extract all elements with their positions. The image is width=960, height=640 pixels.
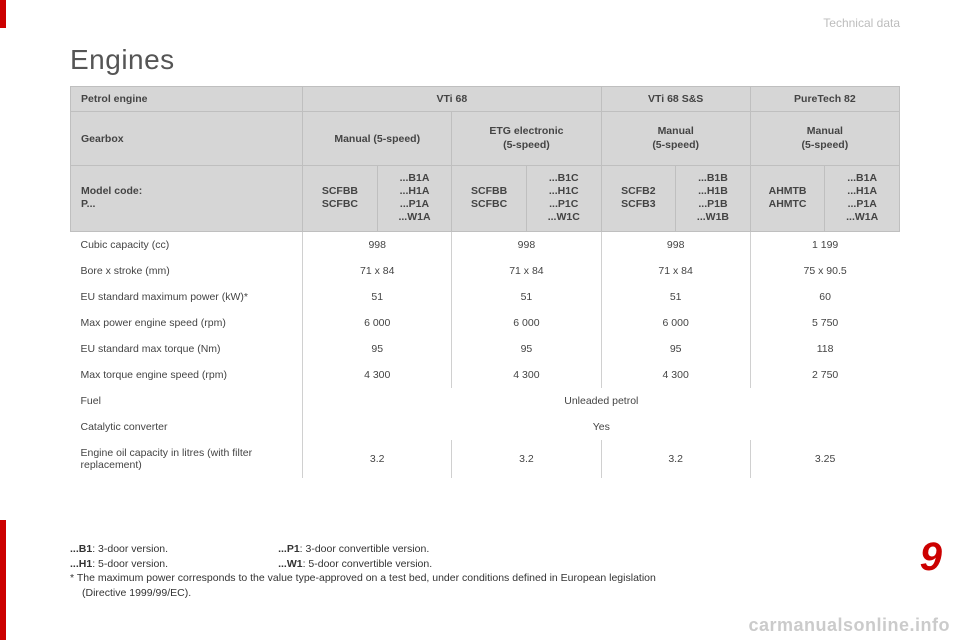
gearbox-4: Manual(5-speed): [750, 112, 899, 166]
hdr-engine-vti68: VTi 68: [303, 87, 601, 112]
row-torque-v4: 118: [750, 336, 899, 362]
hdr-model-code: Model code:P...: [71, 166, 303, 232]
model-4a: AHMTBAHMTC: [750, 166, 825, 232]
legend-directive: (Directive 1999/99/EC).: [70, 586, 890, 601]
row-maxrpm-v1: 6 000: [303, 310, 452, 336]
legend-star: * The maximum power corresponds to the v…: [70, 571, 890, 586]
legend-w1: ...W1: 5-door convertible version.: [278, 557, 432, 572]
row-torqrpm-v4: 2 750: [750, 362, 899, 388]
model-3a: SCFB2SCFB3: [601, 166, 676, 232]
row-oil-v3: 3.2: [601, 440, 750, 478]
model-1a: SCFBBSCFBC: [303, 166, 378, 232]
row-bore-label: Bore x stroke (mm): [71, 258, 303, 284]
model-1b: ...B1A...H1A...P1A...W1A: [377, 166, 452, 232]
row-oil-v1: 3.2: [303, 440, 452, 478]
row-cubic-v1: 998: [303, 231, 452, 258]
legend-b1-text: ...B1: 3-door version.: [70, 543, 168, 555]
row-cubic-v3: 998: [601, 231, 750, 258]
row-torque-v1: 95: [303, 336, 452, 362]
section-header: Technical data: [823, 16, 900, 30]
model-4b: ...B1A...H1A...P1A...W1A: [825, 166, 900, 232]
legend-h1: ...H1: 5-door version.: [70, 557, 168, 572]
row-maxrpm-label: Max power engine speed (rpm): [71, 310, 303, 336]
footnotes: ...B1: 3-door version. ...H1: 5-door ver…: [70, 542, 890, 601]
watermark: carmanualsonline.info: [748, 615, 950, 636]
row-power-v4: 60: [750, 284, 899, 310]
legend-p1: ...P1: 3-door convertible version.: [278, 542, 432, 557]
model-2a: SCFBBSCFBC: [452, 166, 527, 232]
red-accent-top: [0, 0, 6, 28]
row-oil-v4: 3.25: [750, 440, 899, 478]
red-accent-bottom: [0, 520, 6, 640]
row-torque-v3: 95: [601, 336, 750, 362]
hdr-gearbox: Gearbox: [71, 112, 303, 166]
row-cubic-v2: 998: [452, 231, 601, 258]
hdr-engine-puretech82: PureTech 82: [750, 87, 899, 112]
model-3b: ...B1B...H1B...P1B...W1B: [676, 166, 751, 232]
row-cat-all: Yes: [303, 414, 900, 440]
row-oil-v2: 3.2: [452, 440, 601, 478]
row-maxrpm-v4: 5 750: [750, 310, 899, 336]
hdr-engine-vti68ss: VTi 68 S&S: [601, 87, 750, 112]
section-number-badge: 9: [920, 535, 942, 580]
page-title: Engines: [70, 44, 175, 76]
hdr-petrol-engine: Petrol engine: [71, 87, 303, 112]
row-torque-v2: 95: [452, 336, 601, 362]
row-cubic-v4: 1 199: [750, 231, 899, 258]
row-bore-v3: 71 x 84: [601, 258, 750, 284]
model-2b: ...B1C...H1C...P1C...W1C: [526, 166, 601, 232]
row-power-label: EU standard maximum power (kW)*: [71, 284, 303, 310]
row-fuel-all: Unleaded petrol: [303, 388, 900, 414]
legend-b1: ...B1: 3-door version.: [70, 542, 168, 557]
row-power-v1: 51: [303, 284, 452, 310]
row-bore-v2: 71 x 84: [452, 258, 601, 284]
row-maxrpm-v2: 6 000: [452, 310, 601, 336]
row-cubic-label: Cubic capacity (cc): [71, 231, 303, 258]
gearbox-3: Manual(5-speed): [601, 112, 750, 166]
row-torque-label: EU standard max torque (Nm): [71, 336, 303, 362]
row-torqrpm-v1: 4 300: [303, 362, 452, 388]
row-oil-label: Engine oil capacity in litres (with filt…: [71, 440, 303, 478]
gearbox-1: Manual (5-speed): [303, 112, 452, 166]
row-maxrpm-v3: 6 000: [601, 310, 750, 336]
row-power-v3: 51: [601, 284, 750, 310]
row-power-v2: 51: [452, 284, 601, 310]
row-fuel-label: Fuel: [71, 388, 303, 414]
row-torqrpm-v3: 4 300: [601, 362, 750, 388]
row-bore-v4: 75 x 90.5: [750, 258, 899, 284]
legend-w1-text: ...W1: 5-door convertible version.: [278, 558, 432, 570]
gearbox-2: ETG electronic(5-speed): [452, 112, 601, 166]
engines-table: Petrol engine VTi 68 VTi 68 S&S PureTech…: [70, 86, 900, 478]
row-torqrpm-v2: 4 300: [452, 362, 601, 388]
row-bore-v1: 71 x 84: [303, 258, 452, 284]
legend-h1-text: ...H1: 5-door version.: [70, 558, 168, 570]
legend-p1-text: ...P1: 3-door convertible version.: [278, 543, 429, 555]
row-torqrpm-label: Max torque engine speed (rpm): [71, 362, 303, 388]
row-cat-label: Catalytic converter: [71, 414, 303, 440]
